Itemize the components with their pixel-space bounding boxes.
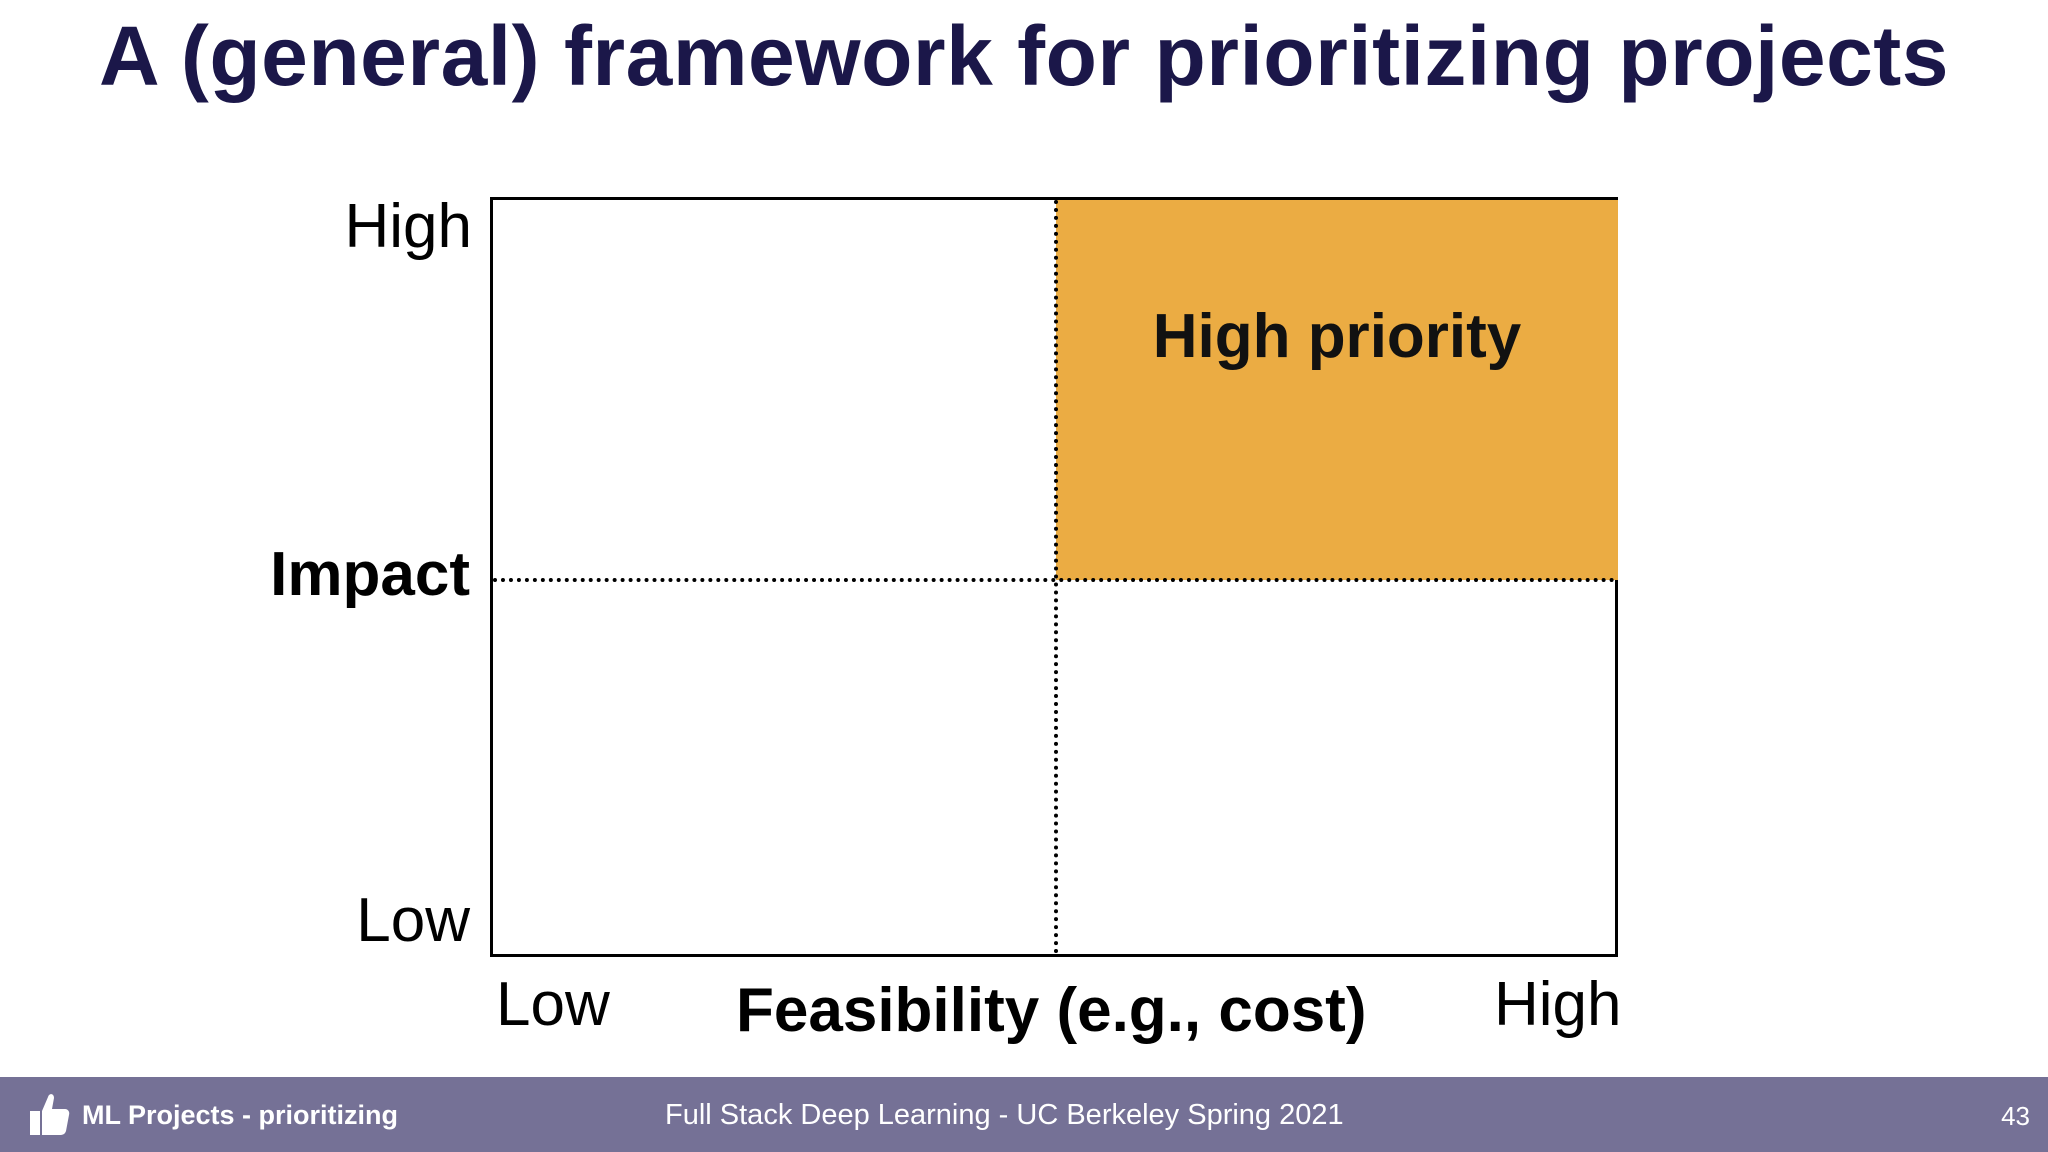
x-axis-low-label: Low: [496, 970, 610, 1039]
vertical-divider: [1054, 200, 1058, 954]
high-priority-quadrant: High priority: [1056, 200, 1618, 580]
slide-title: A (general) framework for prioritizing p…: [98, 9, 1949, 103]
x-axis-title: Feasibility (e.g., cost): [736, 976, 1367, 1045]
horizontal-divider: [493, 578, 1615, 582]
y-axis-low-label: Low: [356, 886, 470, 955]
page-number: 43: [2001, 1101, 2030, 1131]
footer-course-name: Full Stack Deep Learning - UC Berkeley S…: [665, 1099, 1344, 1131]
priority-matrix: High priority: [490, 197, 1618, 957]
quadrant-label: High priority: [1152, 301, 1522, 371]
slide-footer: ML Projects - prioritizing Full Stack De…: [0, 1077, 2048, 1152]
y-axis-title: Impact: [270, 540, 470, 609]
y-axis-high-label: High: [344, 192, 472, 261]
x-axis-high-label: High: [1494, 970, 1622, 1039]
footer-section-name: ML Projects - prioritizing: [82, 1100, 399, 1130]
thumbs-up-icon: [30, 1094, 70, 1135]
